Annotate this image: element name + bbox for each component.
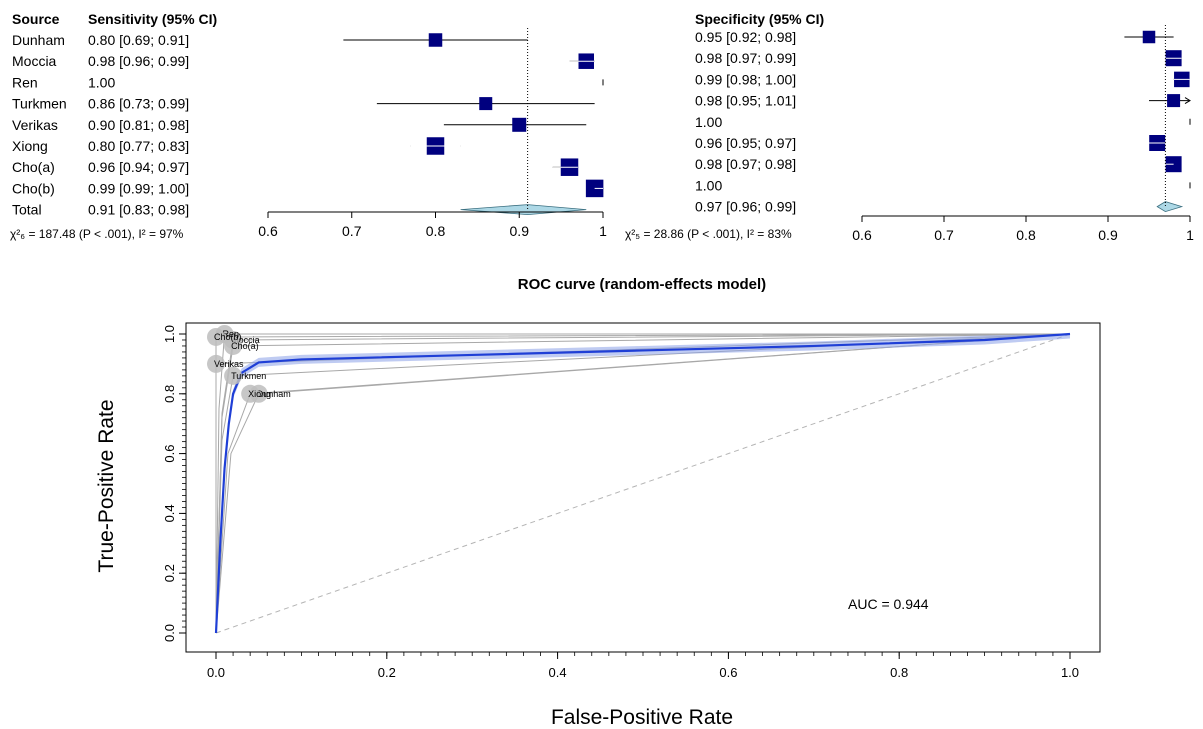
x-tick-label: 0.2 xyxy=(378,665,396,680)
study-ci-text: 0.86 [0.73; 0.99] xyxy=(88,96,189,112)
specificity-rows: 0.95 [0.92; 0.98] 0.98 [0.97; 0.99] 0.99 [… xyxy=(695,29,796,215)
study-source-label: Cho(a) xyxy=(12,159,55,175)
specificity-forest-plot: Specificity (95% CI) 0.95 [0.92; 0.98]0.… xyxy=(625,11,1194,243)
study-roc-curve xyxy=(215,333,1070,634)
study-source-label: Dunham xyxy=(12,32,65,48)
specificity-plot-area: 0.6 0.7 0.8 0.9 1 xyxy=(852,25,1194,243)
x-tick-label: 0.9 xyxy=(510,223,530,239)
sensitivity-forest-plot: Source Sensitivity (95% CI) Dunham 0.80 [… xyxy=(10,11,607,241)
study-source-label: Turkmen xyxy=(12,96,67,112)
study-marker xyxy=(1167,94,1181,108)
x-tick-label: 0.6 xyxy=(719,665,737,680)
study-point xyxy=(207,354,225,373)
study-ci-text: 0.98 [0.97; 0.98] xyxy=(695,156,796,172)
y-tick-label: 0.0 xyxy=(162,624,177,642)
study-point xyxy=(224,336,243,355)
x-tick-label: 0.7 xyxy=(342,223,362,239)
x-tick-label: 0.8 xyxy=(890,665,908,680)
ci-arrow xyxy=(1184,97,1191,105)
x-tick-label: 0.8 xyxy=(426,223,446,239)
pooled-diamond xyxy=(1156,201,1184,213)
study-point-label: Xiong xyxy=(248,389,271,399)
sensitivity-rows: Dunham 0.80 [0.69; 0.91] Moccia 0.98 [0.96;… xyxy=(12,32,189,218)
summary-roc-curve xyxy=(214,332,1071,634)
study-source-label: Moccia xyxy=(12,53,57,69)
y-tick-label: 0.2 xyxy=(162,564,177,582)
y-tick-label: 0.4 xyxy=(162,504,177,522)
x-tick-label: 0.9 xyxy=(1098,227,1118,243)
study-point-label: Turkmen xyxy=(231,371,266,381)
study-ci-text: 0.98 [0.97; 0.99] xyxy=(695,50,796,66)
roc-y-axis-label: True-Positive Rate xyxy=(95,399,118,572)
study-ci-text: 0.99 [0.98; 1.00] xyxy=(695,71,796,87)
roc-x-axis-label: False-Positive Rate xyxy=(551,706,733,729)
study-marker xyxy=(512,117,527,132)
study-point-label: Cho(a) xyxy=(231,341,259,351)
study-ci-text: 0.99 [0.99; 1.00] xyxy=(88,180,189,196)
study-marker xyxy=(428,33,443,47)
study-source-label: Verikas xyxy=(12,117,58,133)
study-source-label: Xiong xyxy=(12,138,48,154)
study-ci-text: 0.96 [0.94; 0.97] xyxy=(88,159,189,175)
plot-frame xyxy=(185,322,1101,653)
study-point-label: Cho(b) xyxy=(214,332,242,342)
study-ci-text: 0.97 [0.96; 0.99] xyxy=(695,199,796,215)
study-ci-text: 0.96 [0.95; 0.97] xyxy=(695,135,796,151)
x-tick-label: 0.7 xyxy=(934,227,954,243)
study-ci-text: 1.00 xyxy=(88,74,115,90)
specificity-header: Specificity (95% CI) xyxy=(695,11,824,27)
study-point xyxy=(224,366,243,385)
study-ci-text: 1.00 xyxy=(695,114,722,130)
chance-diagonal xyxy=(215,333,1071,634)
source-header: Source xyxy=(12,11,60,27)
y-tick-label: 1.0 xyxy=(162,325,177,343)
x-tick-label: 0.6 xyxy=(852,227,872,243)
specificity-heterogeneity-stat: χ²₅ = 28.86 (P < .001), I² = 83% xyxy=(625,227,792,241)
study-source-label: Cho(b) xyxy=(12,180,55,196)
x-tick-label: 1.0 xyxy=(1061,665,1079,680)
study-ci-text: 0.98 [0.95; 1.01] xyxy=(695,93,796,109)
study-ci-text: 0.80 [0.77; 0.83] xyxy=(88,138,189,154)
study-point-label: Dunham xyxy=(257,389,291,399)
study-ci-text: 0.80 [0.69; 0.91] xyxy=(88,32,189,48)
y-tick-label: 0.6 xyxy=(162,445,177,463)
study-point xyxy=(207,327,225,346)
summary-confidence-band xyxy=(216,334,1070,633)
study-point-label: Moccia xyxy=(231,335,260,345)
pooled-diamond xyxy=(460,204,587,216)
study-ci-text: 1.00 xyxy=(695,177,722,193)
study-ci-text: 0.91 [0.83; 0.98] xyxy=(88,202,189,218)
study-point-label: Verikas xyxy=(214,359,244,369)
x-tick-label: 0.8 xyxy=(1016,227,1036,243)
study-ci-text: 0.98 [0.96; 0.99] xyxy=(88,53,189,69)
x-tick-label: 0.0 xyxy=(207,665,225,680)
study-point-label: Ren xyxy=(223,329,240,339)
study-marker xyxy=(1142,30,1156,44)
y-tick-label: 0.8 xyxy=(162,385,177,403)
study-roc-curve xyxy=(215,333,1071,634)
study-marker xyxy=(479,97,493,111)
sensitivity-heterogeneity-stat: χ²₆ = 187.48 (P < .001), I² = 97% xyxy=(10,227,184,241)
study-roc-curve xyxy=(215,333,1071,633)
x-tick-label: 1 xyxy=(599,223,607,239)
x-tick-label: 0.4 xyxy=(549,665,567,680)
x-tick-label: 0.6 xyxy=(258,223,278,239)
study-ci-text: 0.95 [0.92; 0.98] xyxy=(695,29,796,45)
auc-annotation: AUC = 0.944 xyxy=(848,596,929,612)
x-tick-label: 1 xyxy=(1186,227,1194,243)
study-source-label: Total xyxy=(12,202,42,218)
study-ci-text: 0.90 [0.81; 0.98] xyxy=(88,117,189,133)
study-point xyxy=(241,384,260,403)
sensitivity-plot-area: 0.6 0.7 0.8 0.9 1 xyxy=(258,28,607,239)
roc-chart: ROC curve (random-effects model) Dunham M… xyxy=(95,276,1101,729)
roc-title: ROC curve (random-effects model) xyxy=(518,276,766,293)
sensitivity-header: Sensitivity (95% CI) xyxy=(88,11,217,27)
study-source-label: Ren xyxy=(12,74,38,90)
